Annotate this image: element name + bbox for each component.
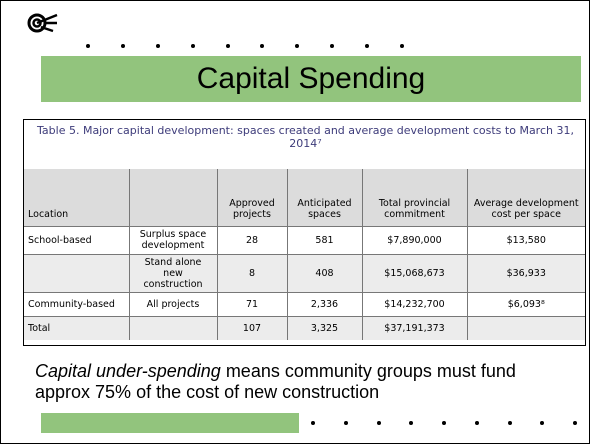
- column-header: Anticipated spaces: [286, 169, 362, 226]
- column-header: Location: [28, 208, 69, 220]
- table-row: Stand alone new construction 8 408 $15,068,…: [24, 254, 585, 292]
- table-cell: $14,232,700: [361, 292, 467, 316]
- table-cell: Surplus space development: [128, 226, 217, 254]
- table-cell: $37,191,373: [361, 316, 467, 340]
- note-text: means community groups must fund approx …: [35, 361, 516, 402]
- table-row: School-based Surplus space development 28 5…: [24, 226, 585, 254]
- note-emphasis: Capital under-spending: [35, 361, 221, 381]
- note: Capital under-spending means community g…: [35, 361, 575, 403]
- table-cell: 28: [216, 226, 287, 254]
- column-header: Approved projects: [216, 169, 287, 226]
- table-cell: $6,093⁸: [466, 292, 585, 316]
- bottom-bar: [41, 413, 299, 433]
- table-row: Community-based All projects 71 2,336 $14,23…: [24, 292, 585, 316]
- table-cell: 581: [286, 226, 362, 254]
- table-cell: [466, 316, 585, 340]
- logo: [27, 13, 58, 33]
- dot-row: [311, 421, 577, 425]
- table-cell: $7,890,000: [361, 226, 467, 254]
- column-header: Total provincial commitment: [361, 169, 467, 226]
- table-cell: 408: [286, 254, 362, 292]
- table-cell: 71: [216, 292, 287, 316]
- table-cell: Community-based: [28, 298, 115, 310]
- table-cell: Total: [28, 322, 51, 334]
- table-cell: 107: [216, 316, 287, 340]
- column-header: Average development cost per space: [466, 169, 585, 226]
- table-cell: $15,068,673: [361, 254, 467, 292]
- table-cell: 2,336: [286, 292, 362, 316]
- column-header: [128, 169, 217, 226]
- table-cell: [24, 254, 129, 292]
- table-cell: [128, 316, 217, 340]
- table-cell: 8: [216, 254, 287, 292]
- table-cell: All projects: [128, 292, 217, 316]
- table-caption: Table 5. Major capital development: spac…: [37, 124, 574, 150]
- table-cell: School-based: [28, 234, 92, 246]
- header-row: Location Approved projects Anticipated spa…: [24, 169, 585, 226]
- table: Location Approved projects Anticipated spa…: [24, 169, 585, 340]
- slide-title: Capital Spending: [196, 62, 426, 95]
- table-cell: Stand alone new construction: [128, 254, 217, 292]
- table-cell: 3,325: [286, 316, 362, 340]
- table-image: Table 5. Major capital development: spac…: [23, 119, 586, 346]
- dot-row: [86, 44, 404, 48]
- title-bar: Capital Spending: [41, 56, 581, 102]
- table-cell: $13,580: [466, 226, 585, 254]
- table-row: Total 107 3,325 $37,191,373: [24, 316, 585, 340]
- table-cell: $36,933: [466, 254, 585, 292]
